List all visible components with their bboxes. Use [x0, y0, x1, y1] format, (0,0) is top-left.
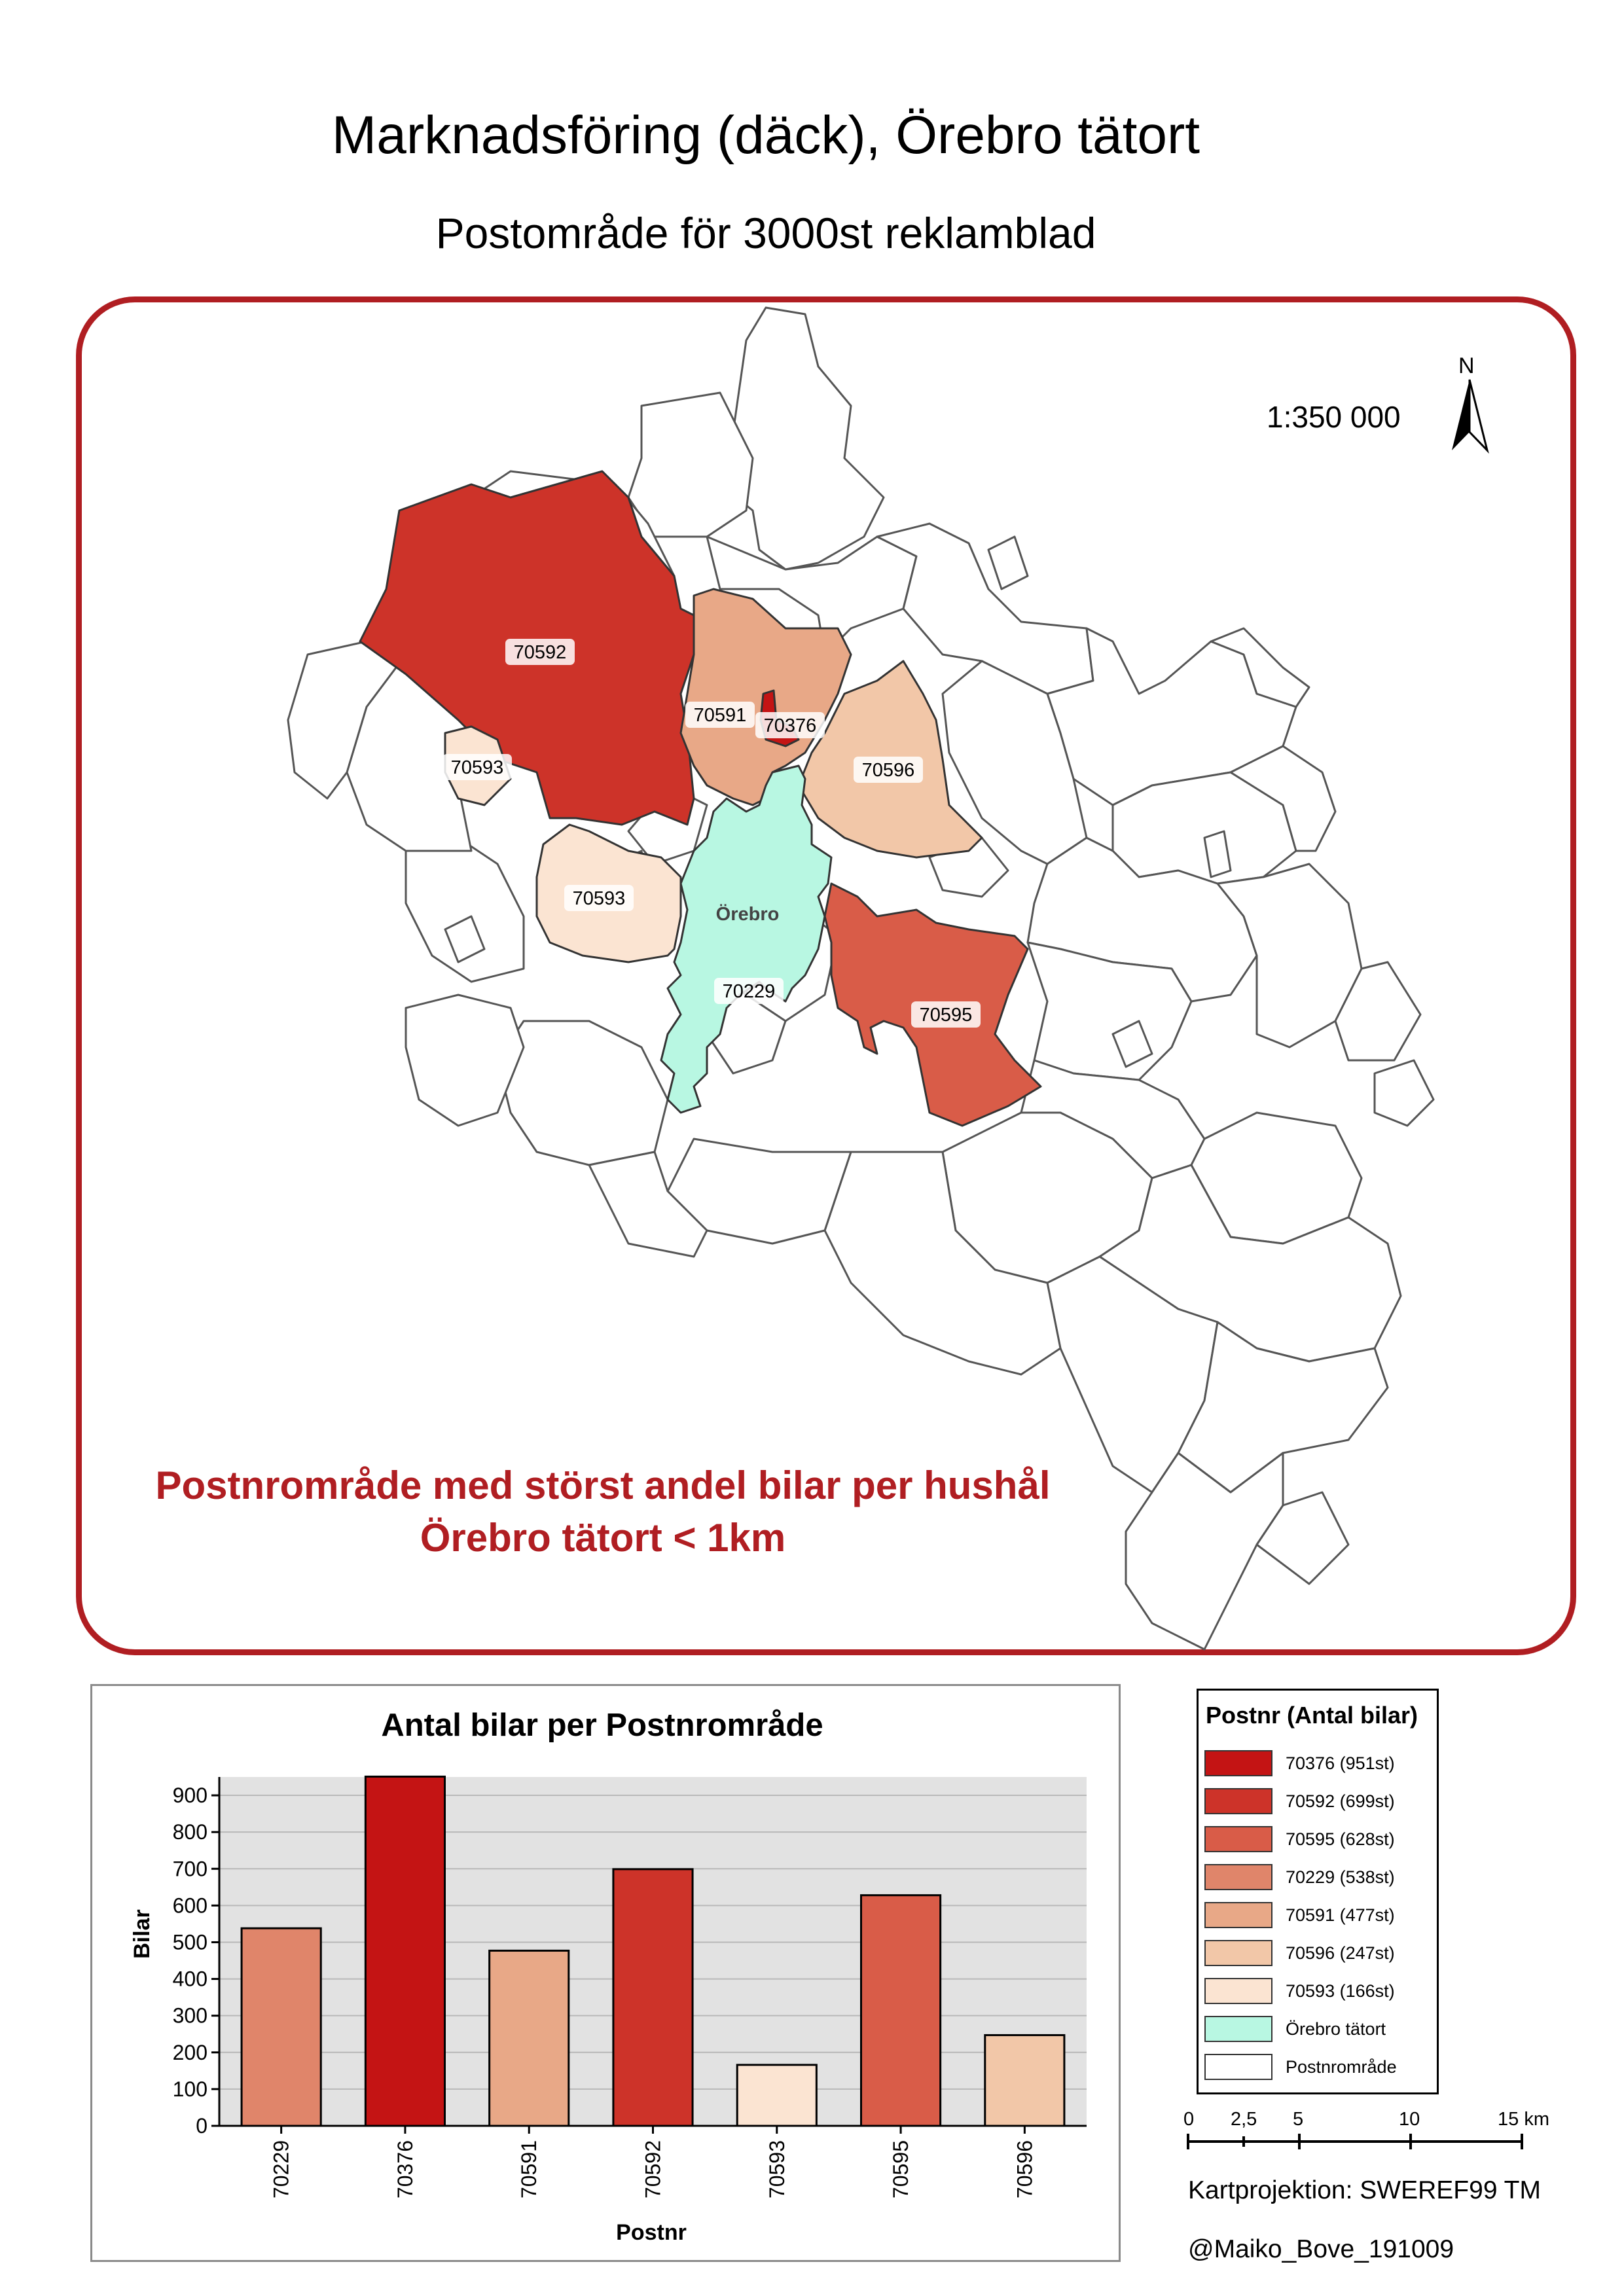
legend-label: Postnrområde	[1286, 2056, 1397, 2077]
legend-swatch	[1204, 1864, 1272, 1890]
legend-label: 70229 (538st)	[1286, 1867, 1395, 1887]
svg-text:70595: 70595	[920, 1005, 973, 1026]
legend-item: 70592 (699st)	[1204, 1787, 1395, 1816]
legend-item: 70596 (247st)	[1204, 1939, 1395, 1967]
legend-swatch	[1204, 1978, 1272, 2004]
map-subtitle: Postområde för 3000st reklamblad	[435, 209, 1096, 257]
legend-label: 70595 (628st)	[1286, 1829, 1395, 1849]
scalebar-label-2-5: 2,5	[1231, 2109, 1257, 2130]
scalebar-label-0: 0	[1183, 2109, 1195, 2130]
svg-text:70593: 70593	[573, 888, 626, 909]
map-title: Marknadsföring (däck), Örebro tätort	[331, 105, 1200, 165]
legend-item: Örebro tätort	[1204, 2015, 1386, 2043]
svg-text:Örebro: Örebro	[716, 903, 780, 925]
map-scale-ratio: 1:350 000	[1267, 400, 1401, 434]
map-headline-line1: Postnrområde med störst andel bilar per …	[155, 1463, 1051, 1507]
legend-swatch	[1204, 1788, 1272, 1814]
credit-text: @Maiko_Bove_191009	[1188, 2235, 1454, 2263]
projection-text: Kartprojektion: SWEREF99 TM	[1188, 2176, 1541, 2204]
region-outline	[627, 391, 754, 538]
legend-swatch	[1204, 1750, 1272, 1776]
legend-title: Postnr (Antal bilar)	[1206, 1702, 1418, 1729]
legend-swatch	[1204, 1902, 1272, 1928]
region-outline	[823, 1151, 1062, 1376]
svg-text:70593: 70593	[451, 757, 504, 778]
map-frame	[76, 296, 1576, 1655]
legend-item: 70376 (951st)	[1204, 1749, 1395, 1778]
north-label: N	[1458, 353, 1475, 378]
label-70596: 70596	[854, 757, 923, 783]
region-outline	[1255, 1491, 1350, 1585]
region-outline	[1026, 941, 1193, 1081]
region-outline	[1229, 745, 1337, 852]
legend-item: 70593 (166st)	[1204, 1977, 1395, 2005]
legend-label: 70593 (166st)	[1286, 1981, 1395, 2001]
label-70595: 70595	[911, 1001, 981, 1028]
region-outline	[1111, 1020, 1153, 1068]
region-outline	[1373, 1059, 1435, 1127]
region-outline	[444, 915, 486, 963]
scale-bar	[1187, 2134, 1523, 2149]
region-outline	[1210, 627, 1310, 708]
legend-item: 70595 (628st)	[1204, 1825, 1395, 1854]
region-outline	[1203, 830, 1232, 878]
label-70591: 70591	[685, 702, 755, 728]
label-70229: 70229	[714, 978, 784, 1004]
region-outline	[405, 836, 525, 983]
legend-item: Postnrområde	[1204, 2053, 1397, 2081]
legend-label: 70592 (699st)	[1286, 1791, 1395, 1811]
legend-item: 70591 (477st)	[1204, 1901, 1395, 1929]
chart-panel	[90, 1684, 1121, 2262]
chart-title: Antal bilar per Postnrområde	[381, 1708, 823, 1743]
label-orebro: Örebro	[716, 903, 780, 925]
region-outline	[1216, 863, 1363, 1049]
legend-swatch	[1204, 2016, 1272, 2042]
legend-label: 70596 (247st)	[1286, 1943, 1395, 1963]
label-70593-north: 70593	[442, 754, 512, 780]
region-outline	[719, 306, 885, 571]
region-outline	[1334, 961, 1422, 1062]
scalebar-label-15km: 15 km	[1498, 2109, 1549, 2130]
svg-text:70591: 70591	[694, 705, 747, 726]
north-arrow-icon	[1452, 379, 1489, 454]
legend-label: Örebro tätort	[1286, 2018, 1386, 2039]
legend-swatch	[1204, 1940, 1272, 1966]
region-outline	[588, 1151, 708, 1258]
scalebar-label-10: 10	[1399, 2109, 1420, 2130]
label-70592: 70592	[505, 639, 575, 665]
scalebar-label-5: 5	[1293, 2109, 1304, 2130]
region-outline	[405, 994, 525, 1127]
legend-item: 70229 (538st)	[1204, 1863, 1395, 1892]
legend-label: 70376 (951st)	[1286, 1753, 1395, 1773]
region-outline	[706, 535, 918, 656]
legend-label: 70591 (477st)	[1286, 1905, 1395, 1925]
label-70593-west: 70593	[564, 885, 634, 911]
legend-swatch	[1204, 1826, 1272, 1852]
svg-text:70376: 70376	[764, 715, 817, 736]
region-outline	[1177, 1321, 1389, 1494]
svg-text:70592: 70592	[514, 642, 567, 663]
svg-text:70229: 70229	[723, 981, 776, 1002]
legend-swatch	[1204, 2054, 1272, 2080]
region-outline	[1125, 1452, 1284, 1651]
region-outline	[987, 535, 1029, 590]
svg-text:70596: 70596	[862, 760, 915, 781]
map-headline-line2: Örebro tätort < 1km	[420, 1516, 786, 1560]
label-70376: 70376	[755, 712, 825, 738]
